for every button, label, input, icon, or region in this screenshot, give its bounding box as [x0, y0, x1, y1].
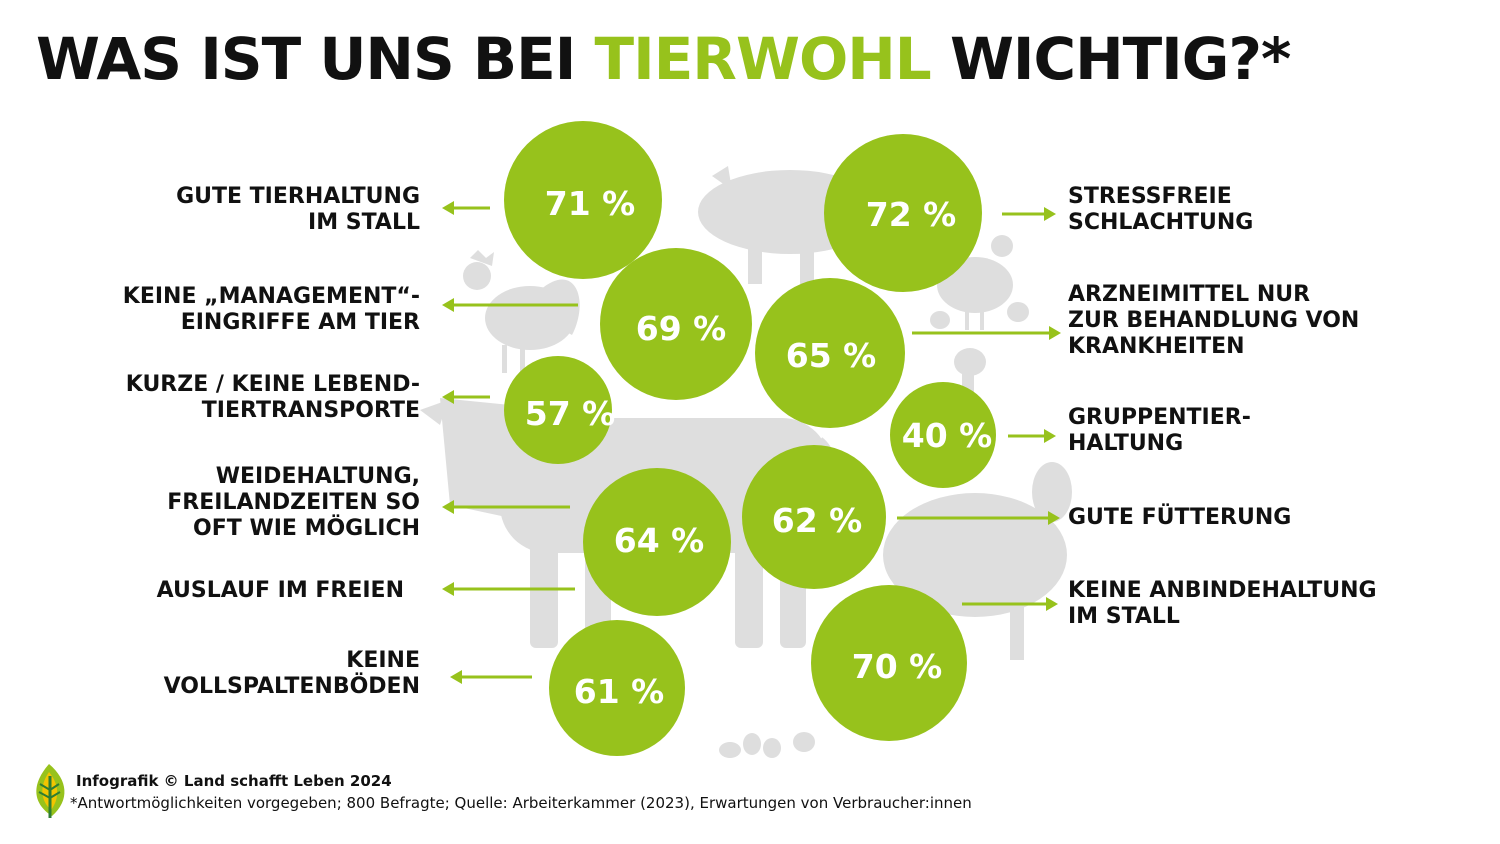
bubble-11 — [811, 585, 967, 741]
arrow-10 — [897, 511, 1060, 525]
egg-silhouettes — [719, 733, 781, 758]
label-keine-management-eingriffe-am-tier: KEINE „MANAGEMENT“- EINGRIFFE AM TIER — [122, 284, 420, 335]
bubble-7 — [824, 134, 982, 292]
bubble-8 — [755, 278, 905, 428]
bubble-value-6: 61 % — [574, 672, 664, 711]
arrow-5 — [442, 582, 575, 596]
bubble-value-11: 70 % — [852, 647, 942, 686]
bubble-2 — [600, 248, 752, 400]
bubble-9 — [890, 382, 996, 488]
page-title: WAS IST UNS BEI TIERWOHL WICHTIG?* — [36, 30, 1291, 88]
label-kurze-keine-lebend-tiertransporte: KURZE / KEINE LEBEND- TIERTRANSPORTE — [125, 372, 420, 423]
bubble-10 — [742, 445, 886, 589]
label-keine-anbindehaltung-im-stall: KEINE ANBINDEHALTUNG IM STALL — [1068, 578, 1377, 629]
arrow-7 — [1002, 207, 1056, 221]
arrow-2 — [442, 298, 578, 312]
bubble-value-7: 72 % — [866, 195, 956, 234]
arrow-3 — [442, 390, 490, 404]
bubble-1 — [504, 121, 662, 279]
bubble-value-1: 71 % — [545, 184, 635, 223]
bubble-4 — [583, 468, 731, 616]
bubble-value-3: 57 % — [525, 394, 615, 433]
label-weidehaltung-freilandzeiten-so-oft-wie-möglich: WEIDEHALTUNG, FREILANDZEITEN SO OFT WIE … — [167, 464, 420, 541]
chick-silhouettes — [793, 302, 1029, 752]
bubble-3 — [504, 356, 612, 464]
title-part-2: WICHTIG?* — [930, 25, 1291, 93]
arrow-11 — [962, 597, 1058, 611]
arrow-6 — [450, 670, 532, 684]
footer-note: *Antwortmöglichkeiten vorgegeben; 800 Be… — [70, 794, 972, 812]
label-stressfreie-schlachtung: STRESSFREIE SCHLACHTUNG — [1068, 184, 1254, 235]
label-gruppentier-haltung: GRUPPENTIER- HALTUNG — [1068, 405, 1251, 456]
bubble-6 — [549, 620, 685, 756]
land-schafft-leben-logo — [36, 764, 65, 818]
rooster-silhouette — [463, 250, 580, 373]
bubble-value-2: 69 % — [636, 309, 726, 348]
label-auslauf-im-freien: AUSLAUF IM FREIEN — [156, 578, 404, 603]
title-accent: TIERWOHL — [594, 25, 932, 93]
arrow-1 — [442, 201, 490, 215]
label-gute-tierhaltung-im-stall: GUTE TIERHALTUNG IM STALL — [176, 184, 420, 235]
footer-credit: Infografik © Land schafft Leben 2024 — [76, 772, 392, 790]
label-arzneimittel-nur-zur-behandlung-von-krankheiten: ARZNEIMITTEL NUR ZUR BEHANDLUNG VON KRAN… — [1068, 282, 1360, 359]
arrow-9 — [1008, 429, 1056, 443]
bubble-value-9: 40 % — [902, 416, 992, 455]
label-gute-fütterung: GUTE FÜTTERUNG — [1068, 505, 1292, 530]
bubble-value-4: 64 % — [614, 521, 704, 560]
arrow-8 — [912, 326, 1061, 340]
bubble-value-8: 65 % — [786, 336, 876, 375]
bubble-value-10: 62 % — [772, 501, 862, 540]
arrow-4 — [442, 500, 570, 514]
title-part-1: WAS IST UNS BEI — [36, 25, 595, 93]
label-keine-vollspaltenböden: KEINE VOLLSPALTENBÖDEN — [163, 648, 420, 699]
